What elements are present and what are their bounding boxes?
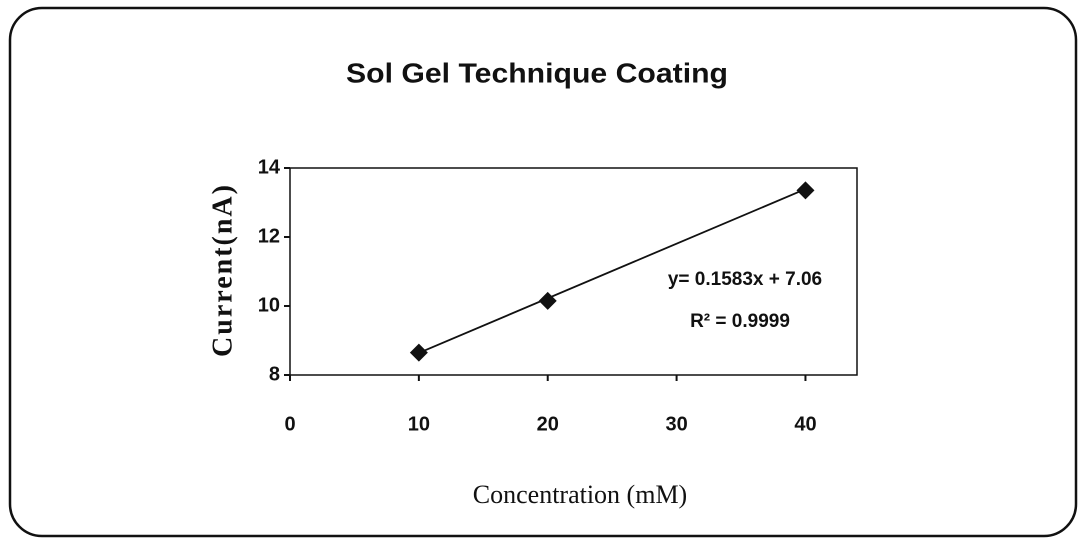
- y-axis-label: Current(nA): [207, 183, 238, 357]
- x-tick-label: 40: [794, 413, 816, 435]
- chart-title: Sol Gel Technique Coating: [346, 57, 728, 88]
- y-tick-label: 10: [258, 294, 280, 316]
- r-squared: R² = 0.9999: [690, 311, 790, 332]
- x-tick-label: 20: [537, 413, 559, 435]
- x-tick-label: 0: [284, 413, 295, 435]
- x-tick-label: 30: [665, 413, 687, 435]
- marker: [409, 343, 428, 362]
- x-axis-label: Concentration (mM): [473, 480, 687, 509]
- y-tick-label: 12: [258, 225, 280, 247]
- trendline: [418, 188, 806, 354]
- x-tick-label: 10: [408, 413, 430, 435]
- y-tick-label: 14: [258, 156, 281, 178]
- frame: [8, 6, 1078, 538]
- y-tick-label: 8: [269, 363, 280, 385]
- marker: [538, 291, 557, 310]
- marker: [796, 181, 815, 200]
- plot-area: [289, 167, 858, 376]
- equation: y= 0.1583x + 7.06: [668, 269, 822, 290]
